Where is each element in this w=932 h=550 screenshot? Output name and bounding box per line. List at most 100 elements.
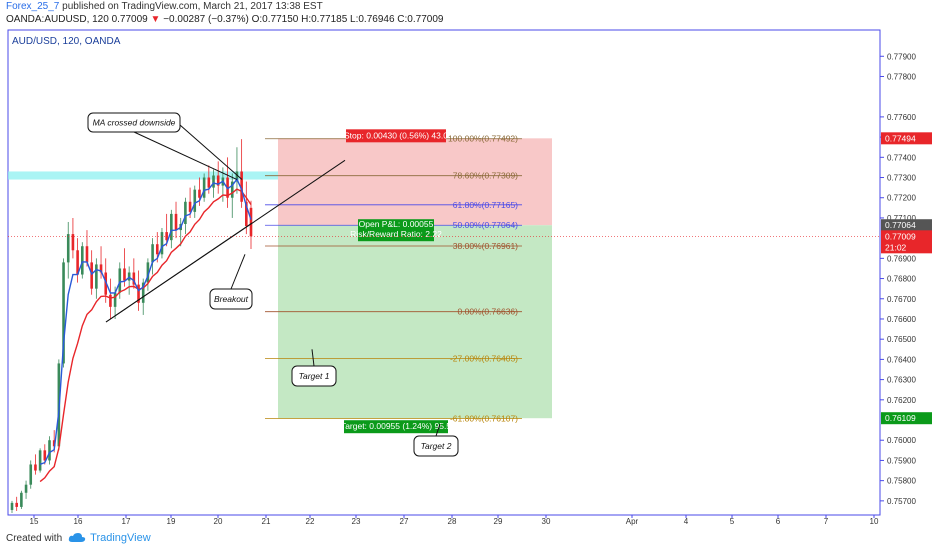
target2-callout-box	[413, 435, 459, 457]
candle-body	[66, 234, 70, 263]
candle-body	[230, 181, 234, 198]
cloud-icon	[68, 533, 86, 542]
candle-body	[249, 207, 253, 237]
candle-body	[193, 189, 197, 212]
x-tick-label: 4	[684, 517, 689, 526]
candle-body	[170, 213, 173, 241]
target1-callout-pointer	[311, 349, 315, 367]
candle-body	[141, 282, 145, 303]
candle-body	[29, 464, 33, 485]
candle-body	[235, 171, 239, 182]
candle-body	[20, 492, 23, 507]
publish-text: published on TradingView.com, March 21, …	[62, 1, 323, 12]
y-tick-label: 0.76700	[887, 295, 916, 304]
price-chart[interactable]: AUD/USD, 120, OANDA 0.77900 0.77800 0.77600…	[0, 29, 932, 526]
ma-crossed-callout-pointer	[133, 131, 238, 180]
candle-body	[48, 440, 51, 461]
y-tick-label: 0.75800	[887, 477, 916, 486]
candle-body	[240, 171, 243, 202]
candle-body	[90, 262, 93, 289]
candle-body	[24, 484, 28, 493]
breakout-callout-text: Breakout	[214, 294, 249, 304]
candle-body	[165, 232, 168, 241]
x-tick-label: 21	[262, 517, 271, 526]
y-tick-label: 0.76200	[887, 396, 916, 405]
y-tick-label: 0.76800	[887, 275, 916, 284]
candle-body	[99, 264, 103, 273]
candle-body	[109, 294, 112, 307]
down-arrow-icon: ▼	[150, 14, 161, 25]
candle-body	[198, 189, 201, 198]
price-axis-badge	[881, 241, 932, 254]
y-tick-label: 0.77900	[887, 52, 916, 61]
x-tick-label: 30	[542, 517, 551, 526]
y-tick-label: 0.76400	[887, 355, 916, 364]
y-tick-label: 0.77800	[887, 72, 916, 81]
candle-body	[216, 175, 220, 186]
candle-body	[212, 175, 215, 188]
candle-body	[146, 262, 150, 283]
pl-label-line2: Risk/Reward Ratio: 2.22	[350, 229, 442, 239]
candle-body	[207, 177, 211, 188]
price-change: −0.00287 (−0.37%)	[163, 14, 249, 25]
author-link[interactable]: Forex_25_7	[6, 1, 60, 12]
breakout-callout-box	[209, 288, 253, 310]
candle-body	[95, 264, 98, 289]
price-axis-badge	[881, 219, 932, 232]
y-tick-label: 0.77200	[887, 194, 916, 203]
x-tick-label: 5	[730, 517, 735, 526]
x-tick-label: 10	[870, 517, 879, 526]
y-tick-label: 0.76900	[887, 254, 916, 263]
candle-body	[202, 177, 206, 198]
pl-label-line1: Open P&L: 0.00055	[359, 219, 434, 229]
y-tick-label: 0.76000	[887, 436, 916, 445]
tradingview-logo[interactable]: TradingView	[68, 532, 151, 544]
chart-title: AUD/USD, 120, OANDA	[12, 36, 121, 47]
chart-area[interactable]: AUD/USD, 120, OANDA 0.77900 0.77800 0.77600…	[0, 29, 932, 526]
fib-level-label: -27.00%(0.76405)	[450, 353, 518, 363]
y-tick-label: 0.76300	[887, 376, 916, 385]
y-tick-label: 0.77300	[887, 174, 916, 183]
candle-body	[76, 250, 79, 275]
candle-body	[80, 246, 84, 275]
candle-body	[62, 262, 65, 364]
candle-body	[38, 450, 42, 471]
candle-body	[71, 234, 75, 251]
price-axis-badge	[881, 230, 932, 243]
stop-label: Stop: 0.00430 (0.56%) 43.0	[344, 130, 448, 140]
footer: Created with TradingView	[0, 526, 932, 550]
brand-name: TradingView	[90, 532, 151, 544]
ma-crossed-callout-text: MA crossed downside	[93, 118, 176, 128]
candle-body	[118, 268, 122, 293]
price-axis-badge	[881, 412, 932, 425]
y-tick-label: 0.77400	[887, 153, 916, 162]
candle-body	[104, 272, 108, 295]
ma-crossed-callout-box	[87, 112, 181, 133]
publish-info: Forex_25_7 published on TradingView.com,…	[6, 1, 323, 12]
lower-trendline	[105, 222, 253, 323]
y-tick-label: 0.76500	[887, 335, 916, 344]
x-tick-label: 7	[824, 517, 829, 526]
price-axis-badge-text: 0.77064	[885, 220, 916, 230]
ma-fast-line	[39, 177, 252, 465]
candle-body	[15, 502, 18, 507]
ma-crossed-pointer2	[179, 124, 243, 180]
candle-body	[52, 440, 56, 447]
x-tick-label: 16	[74, 517, 83, 526]
created-with-text: Created with	[6, 532, 63, 544]
stop-zone	[278, 138, 552, 226]
candle-body	[34, 464, 37, 471]
last-price: 0.77009	[111, 14, 148, 25]
price-axis-badge-text: 0.77494	[885, 133, 916, 143]
price-axis-badge-text: 0.76109	[885, 413, 916, 423]
x-tick-label: 23	[352, 517, 361, 526]
candle-body	[132, 272, 136, 285]
candle-body	[155, 244, 159, 255]
y-tick-label: 0.76600	[887, 315, 916, 324]
pl-label-box	[358, 219, 434, 242]
x-tick-label: 6	[776, 517, 781, 526]
price-axis-badge-text: 21:02	[885, 242, 907, 252]
fib-level-label: 100.00%(0.77492)	[448, 134, 518, 144]
target1-callout-text: Target 1	[299, 371, 330, 381]
x-tick-label: 20	[214, 517, 223, 526]
